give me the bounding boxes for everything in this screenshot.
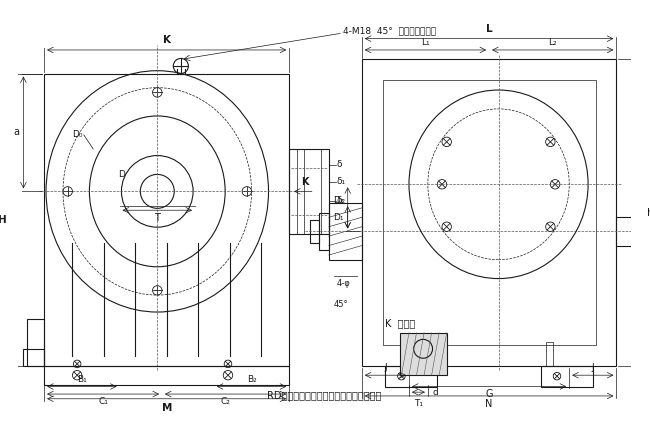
Bar	[310, 220, 319, 243]
Bar	[362, 59, 616, 366]
Text: d: d	[432, 387, 438, 397]
Text: T₁: T₁	[414, 399, 423, 408]
Bar	[616, 217, 640, 246]
Text: T: T	[154, 213, 160, 223]
Text: D: D	[118, 170, 125, 179]
Bar	[319, 213, 329, 250]
Text: h: h	[647, 208, 650, 217]
Text: L₁: L₁	[421, 38, 430, 47]
Bar	[27, 319, 44, 366]
Text: 4-M18  45°  均布接電機法蘭: 4-M18 45° 均布接電機法蘭	[343, 27, 436, 36]
Text: δ: δ	[337, 160, 342, 170]
Text: H: H	[0, 214, 6, 225]
Bar	[23, 349, 44, 366]
Bar	[385, 366, 437, 387]
Text: D₁: D₁	[333, 213, 344, 222]
Bar	[541, 366, 593, 387]
Text: RD型二次包络蜗轮减速机外形及安装尺寸: RD型二次包络蜗轮减速机外形及安装尺寸	[267, 391, 382, 401]
Text: a: a	[14, 127, 20, 137]
Bar	[44, 74, 289, 366]
Text: G: G	[486, 389, 493, 399]
Text: 4-φ: 4-φ	[337, 279, 350, 288]
Text: 45°: 45°	[333, 300, 348, 309]
Text: C₁: C₁	[98, 397, 108, 406]
Text: L: L	[486, 24, 493, 34]
Text: D₀: D₀	[72, 130, 83, 139]
Bar	[546, 342, 553, 366]
Bar	[383, 80, 595, 345]
Text: J: J	[592, 363, 594, 372]
Text: B₂: B₂	[246, 375, 256, 384]
Text: L₂: L₂	[549, 38, 557, 47]
Text: δ₂: δ₂	[337, 196, 346, 205]
Bar	[289, 149, 329, 234]
Text: K: K	[302, 177, 309, 187]
Bar	[329, 203, 362, 260]
Text: J: J	[384, 363, 387, 372]
Text: K: K	[162, 35, 171, 45]
Bar	[400, 333, 447, 375]
Text: N: N	[486, 399, 493, 409]
Bar	[44, 366, 289, 385]
Text: C₂: C₂	[221, 397, 231, 406]
Text: δ₁: δ₁	[337, 177, 346, 187]
Text: B₁: B₁	[77, 375, 86, 384]
Text: D₂: D₂	[333, 196, 344, 205]
Bar	[406, 342, 413, 366]
Text: K  向放大: K 向放大	[385, 319, 415, 328]
Text: M: M	[161, 403, 172, 412]
